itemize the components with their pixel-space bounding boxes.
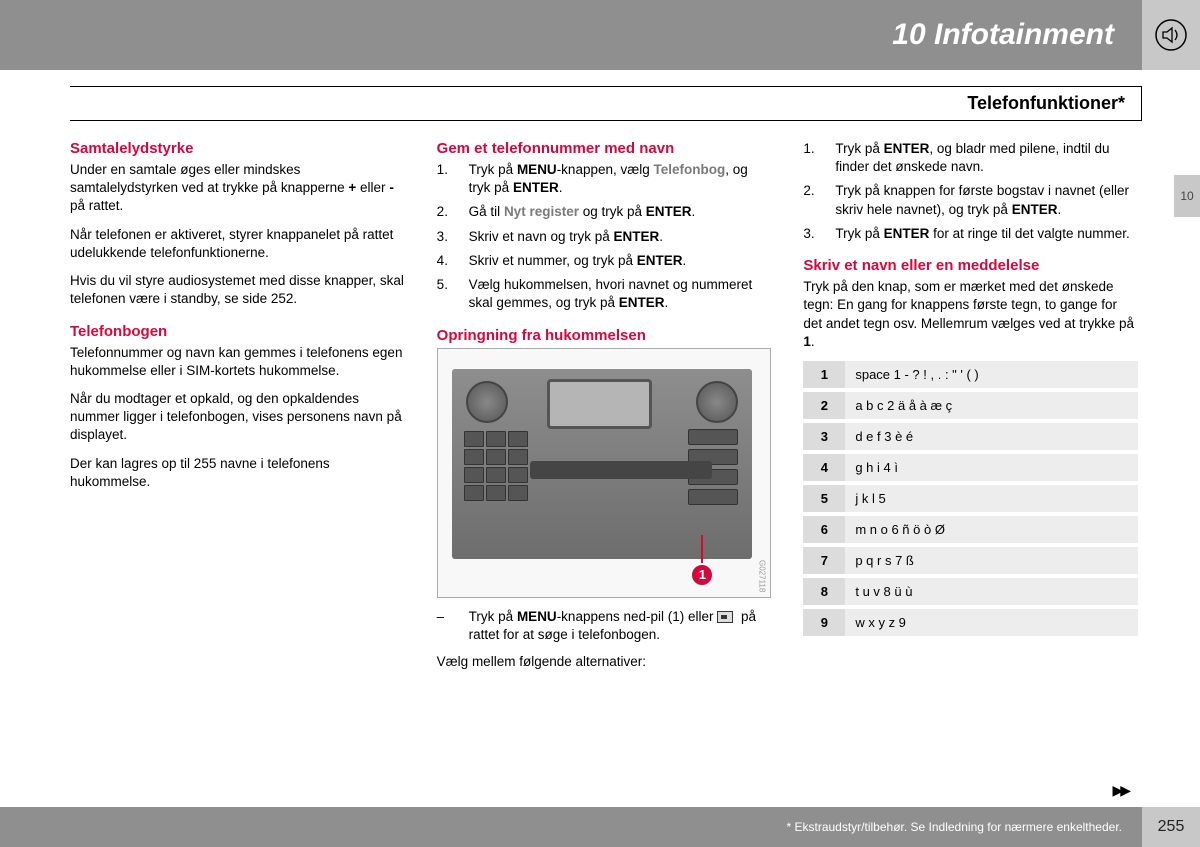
dial-step-2: Tryk på knappen for første bogstav i nav…: [803, 182, 1138, 218]
column-2: Gem et telefonnummer med navn Tryk på ME…: [437, 140, 772, 787]
key-number: 6: [803, 514, 845, 545]
section-title-bar: Telefonfunktioner*: [70, 86, 1142, 121]
para-volume: Under en samtale øges eller mindskes sam…: [70, 161, 405, 216]
continue-arrows-icon: ▶▶: [1112, 782, 1128, 799]
key-chars: space 1 - ? ! , . : " ' ( ): [845, 361, 1138, 390]
column-1: Samtalelydstyrke Under en samtale øges e…: [70, 140, 405, 787]
save-step-4: Skriv et nummer, og tryk på ENTER.: [437, 252, 772, 270]
save-step-2: Gå til Nyt register og tryk på ENTER.: [437, 203, 772, 221]
heading-opringning: Opringning fra hukommelsen: [437, 327, 772, 344]
table-row: 2a b c 2 ä å à æ ç: [803, 390, 1138, 421]
cd-slot: [530, 461, 713, 479]
chapter-icon-box: [1142, 0, 1200, 70]
key-number: 5: [803, 483, 845, 514]
radio-diagram: 1 G027118: [437, 348, 772, 598]
key-chars: g h i 4 ì: [845, 452, 1138, 483]
table-row: 4g h i 4 ì: [803, 452, 1138, 483]
key-number: 9: [803, 607, 845, 638]
key-number: 3: [803, 421, 845, 452]
heading-samtalelydstyrke: Samtalelydstyrke: [70, 140, 405, 157]
heading-gem: Gem et telefonnummer med navn: [437, 140, 772, 157]
key-chars: t u v 8 ü ù: [845, 576, 1138, 607]
key-chars: d e f 3 è é: [845, 421, 1138, 452]
callout-1: 1: [690, 563, 714, 587]
footer-note: * Ekstraudstyr/tilbehør. Se Indledning f…: [786, 820, 1122, 834]
section-title: Telefonfunktioner*: [967, 93, 1125, 113]
speaker-icon: [1154, 18, 1188, 52]
page-number: 255: [1142, 807, 1200, 847]
key-number: 7: [803, 545, 845, 576]
key-chars: w x y z 9: [845, 607, 1138, 638]
column-3: Tryk på ENTER, og bladr med pilene, indt…: [803, 140, 1138, 787]
key-chars: j k l 5: [845, 483, 1138, 514]
radio-panel-illustration: [452, 369, 753, 559]
table-row: 5j k l 5: [803, 483, 1138, 514]
para-incoming: Når du modtager et opkald, og den opkald…: [70, 390, 405, 445]
table-row: 9w x y z 9: [803, 607, 1138, 638]
dial-step-3: Tryk på ENTER for at ringe til det valgt…: [803, 225, 1138, 243]
save-steps-list: Tryk på MENU-knappen, vælg Telefonbog, o…: [437, 161, 772, 313]
key-chars: m n o 6 ñ ö ò Ø: [845, 514, 1138, 545]
page-header: 10 Infotainment: [0, 0, 1200, 70]
wheel-button-icon: [717, 611, 733, 623]
table-row: 3d e f 3 è é: [803, 421, 1138, 452]
radio-screen: [547, 379, 652, 429]
knob-left: [466, 381, 508, 423]
key-number: 2: [803, 390, 845, 421]
dial-steps-list: Tryk på ENTER, og bladr med pilene, indt…: [803, 140, 1138, 243]
para-standby: Hvis du vil styre audiosystemet med diss…: [70, 272, 405, 308]
key-number: 1: [803, 361, 845, 390]
table-row: 7p q r s 7 ß: [803, 545, 1138, 576]
side-tab: 10: [1174, 175, 1200, 217]
chapter-title: 10 Infotainment: [892, 18, 1114, 52]
save-step-3: Skriv et navn og tryk på ENTER.: [437, 228, 772, 246]
heading-telefonbogen: Telefonbogen: [70, 323, 405, 340]
heading-skriv: Skriv et navn eller en meddelelse: [803, 257, 1138, 274]
key-chars: p q r s 7 ß: [845, 545, 1138, 576]
table-row: 1space 1 - ? ! , . : " ' ( ): [803, 361, 1138, 390]
para-255: Der kan lagres op til 255 navne i telefo…: [70, 455, 405, 491]
callout-line: [701, 535, 703, 563]
image-code: G027118: [757, 560, 766, 592]
para-alternatives: Vælg mellem følgende alternativer:: [437, 653, 772, 671]
chapter-title-band: 10 Infotainment: [0, 0, 1142, 70]
content-area: Samtalelydstyrke Under en samtale øges e…: [70, 140, 1138, 787]
key-number: 8: [803, 576, 845, 607]
save-step-5: Vælg hukommelsen, hvori navnet og nummer…: [437, 276, 772, 312]
dial-step-1: Tryk på ENTER, og bladr med pilene, indt…: [803, 140, 1138, 176]
key-chars: a b c 2 ä å à æ ç: [845, 390, 1138, 421]
key-number: 4: [803, 452, 845, 483]
table-row: 6m n o 6 ñ ö ò Ø: [803, 514, 1138, 545]
para-memory: Telefonnummer og navn kan gemmes i telef…: [70, 344, 405, 380]
para-panel: Når telefonen er aktiveret, styrer knapp…: [70, 226, 405, 262]
para-keypress: Tryk på den knap, som er mærket med det …: [803, 278, 1138, 351]
page-footer: * Ekstraudstyr/tilbehør. Se Indledning f…: [0, 807, 1200, 847]
table-row: 8t u v 8 ü ù: [803, 576, 1138, 607]
dash-instruction: Tryk på MENU-knappens ned-pil (1) eller …: [437, 608, 772, 646]
footer-note-band: * Ekstraudstyr/tilbehør. Se Indledning f…: [0, 807, 1142, 847]
character-table: 1space 1 - ? ! , . : " ' ( )2a b c 2 ä å…: [803, 361, 1138, 640]
knob-right: [696, 381, 738, 423]
save-step-1: Tryk på MENU-knappen, vælg Telefonbog, o…: [437, 161, 772, 197]
radio-keypad: [464, 431, 528, 501]
